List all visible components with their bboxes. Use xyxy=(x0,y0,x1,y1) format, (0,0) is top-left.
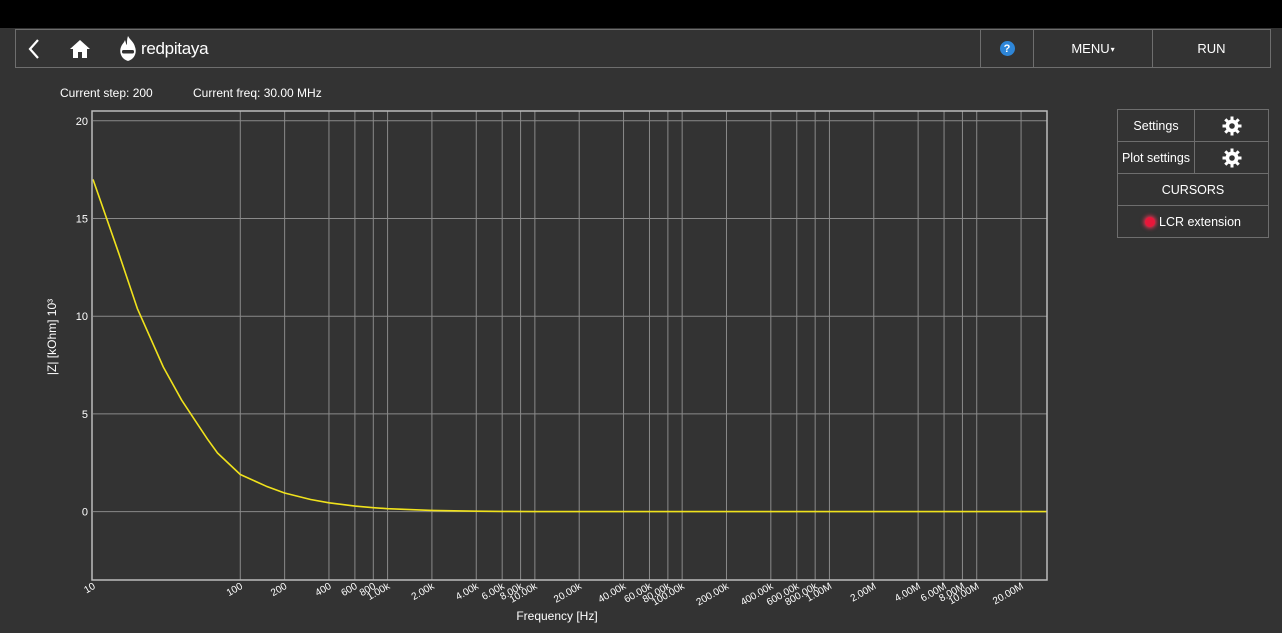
x-axis-label: Frequency [Hz] xyxy=(516,609,598,623)
current-step-text: Current step: 200 xyxy=(60,86,153,100)
help-button[interactable]: ? xyxy=(980,30,1033,67)
x-tick-label: 4.00M xyxy=(893,581,923,604)
x-tick-label: 20.00M xyxy=(991,581,1025,607)
x-tick-label: 400 xyxy=(314,581,334,599)
x-tick-label: 10 xyxy=(82,581,98,596)
y-tick-label: 0 xyxy=(82,507,88,519)
help-icon: ? xyxy=(999,41,1015,56)
caret-down-icon: ▾ xyxy=(1110,45,1115,54)
run-label: RUN xyxy=(1197,41,1226,56)
x-tick-label: 200 xyxy=(269,581,289,599)
y-tick-label: 10 xyxy=(76,311,88,323)
plot-settings-gear-icon[interactable] xyxy=(1194,142,1268,173)
settings-row: Settings xyxy=(1118,110,1268,142)
x-tick-label: 20.00k xyxy=(552,581,584,606)
plot-settings-button[interactable]: Plot settings xyxy=(1121,150,1191,165)
top-navbar: redpitaya ? MENU ▾ RUN xyxy=(15,29,1271,68)
settings-gear-icon[interactable] xyxy=(1194,110,1268,141)
side-panel: Settings Plot settings xyxy=(1117,109,1269,238)
x-tick-label: 40.00k xyxy=(597,581,629,606)
menu-dropdown[interactable]: MENU ▾ xyxy=(1033,30,1152,67)
redpitaya-logo-icon xyxy=(120,36,136,61)
lcr-extension-label: LCR extension xyxy=(1159,214,1241,229)
settings-button[interactable]: Settings xyxy=(1133,118,1179,133)
plot-frame xyxy=(91,110,1048,581)
cursors-button[interactable]: CURSORS xyxy=(1161,182,1225,197)
x-tick-label: 200.00k xyxy=(695,581,732,609)
y-tick-label: 15 xyxy=(76,213,88,225)
x-tick-label: 10.00M xyxy=(947,581,981,607)
menu-label: MENU xyxy=(1071,41,1110,56)
y-tick-label: 5 xyxy=(82,409,88,421)
logo-text: redpitaya xyxy=(141,39,209,58)
x-tick-label: 600 xyxy=(339,581,359,599)
x-tick-label: 2.00k xyxy=(410,581,438,603)
x-tick-label: 100 xyxy=(225,581,245,599)
home-icon[interactable] xyxy=(68,38,92,60)
back-arrow-icon[interactable] xyxy=(24,36,48,62)
lcr-status-led-icon xyxy=(1145,216,1155,227)
plot-settings-row: Plot settings xyxy=(1118,142,1268,174)
y-axis-label: |Z| [kOhm] 10³ xyxy=(45,298,59,376)
current-freq-text: Current freq: 30.00 MHz xyxy=(193,86,322,100)
lcr-extension-button[interactable]: LCR extension xyxy=(1118,206,1268,237)
x-tick-label: 2.00M xyxy=(849,581,879,604)
run-button[interactable]: RUN xyxy=(1152,30,1270,67)
y-tick-label: 20 xyxy=(76,116,88,128)
lcr-row: LCR extension xyxy=(1118,206,1268,237)
x-tick-label: 4.00k xyxy=(454,581,482,603)
impedance-trace-line xyxy=(92,179,1047,513)
redpitaya-logo[interactable]: redpitaya xyxy=(117,34,209,64)
cursors-row: CURSORS xyxy=(1118,174,1268,206)
window-top-strip xyxy=(0,0,1282,28)
